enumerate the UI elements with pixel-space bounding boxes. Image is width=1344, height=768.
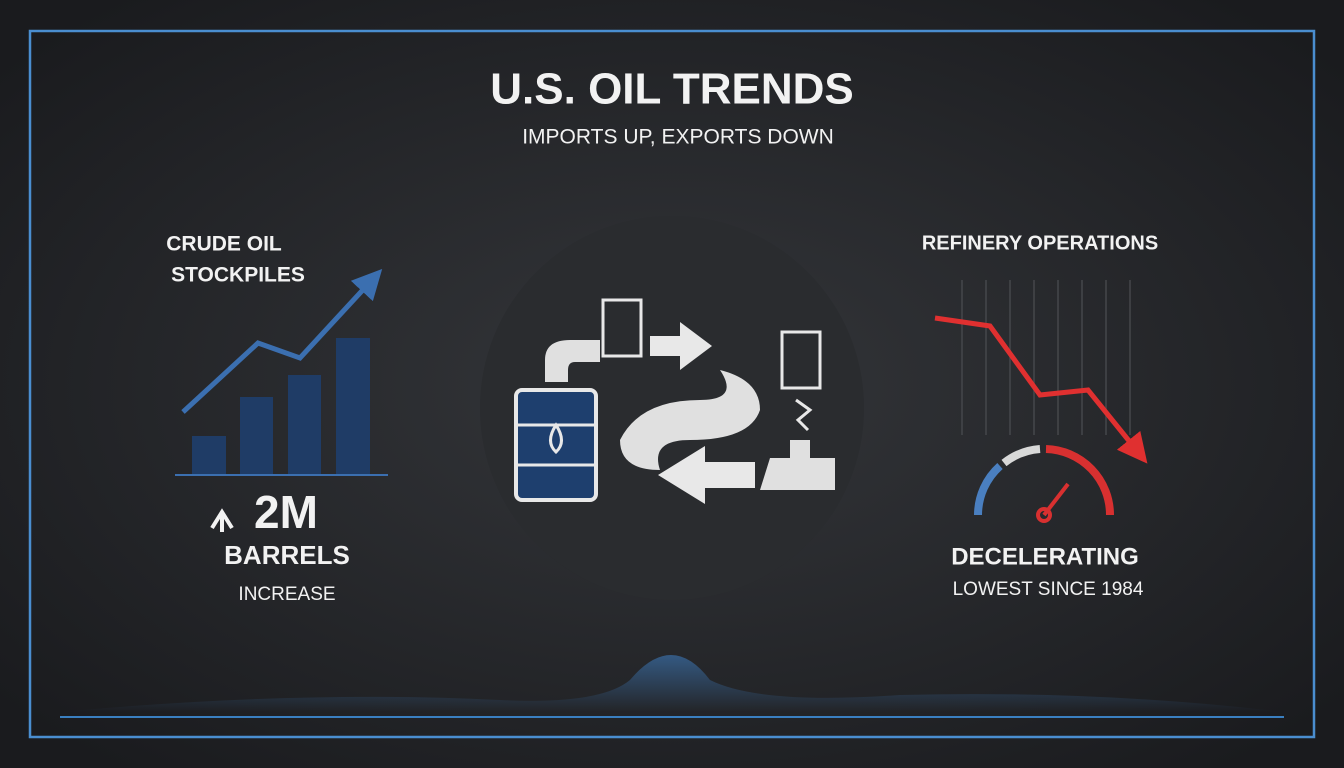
- growth-illustration: [175, 268, 388, 476]
- import-arrow: [658, 446, 755, 504]
- decline-arrow: [934, 315, 1148, 464]
- small-barrel: [780, 330, 822, 390]
- trend-arrow: [181, 268, 383, 414]
- wave: [60, 655, 1284, 712]
- figure: 2M: [254, 486, 318, 538]
- gauge: [974, 445, 1114, 523]
- barrel: [514, 388, 598, 502]
- pipe: [545, 340, 600, 382]
- trade-illustration: [480, 216, 864, 600]
- decline-illustration: [961, 280, 1131, 435]
- heading: REFINERY OPERATIONS: [922, 232, 1158, 254]
- heading-line: CRUDE OIL: [166, 233, 282, 256]
- note: INCREASE: [238, 584, 335, 605]
- gauge-arc: [1045, 445, 1114, 516]
- swirl: [620, 370, 760, 470]
- note: LOWEST SINCE 1984: [953, 579, 1144, 600]
- small-barrel: [601, 298, 643, 358]
- drop: [549, 422, 563, 455]
- title: U.S. OIL TRENDS: [490, 65, 853, 114]
- needle-hub: [1036, 507, 1052, 523]
- bar: [192, 436, 226, 475]
- frame: [28, 29, 1316, 739]
- up-arrow: [210, 508, 234, 532]
- status: DECELERATING: [951, 543, 1139, 570]
- bar: [240, 397, 273, 475]
- gauge-arc: [974, 463, 1003, 516]
- subtitle: IMPORTS UP, EXPORTS DOWN: [522, 126, 834, 149]
- unit: BARRELS: [224, 540, 350, 570]
- bar: [336, 338, 370, 475]
- heading-line: STOCKPILES: [171, 264, 305, 287]
- valve: [760, 440, 835, 490]
- crack: [795, 398, 813, 432]
- export-arrow: [650, 322, 712, 370]
- gauge-arc: [1001, 445, 1041, 467]
- bar: [288, 375, 321, 475]
